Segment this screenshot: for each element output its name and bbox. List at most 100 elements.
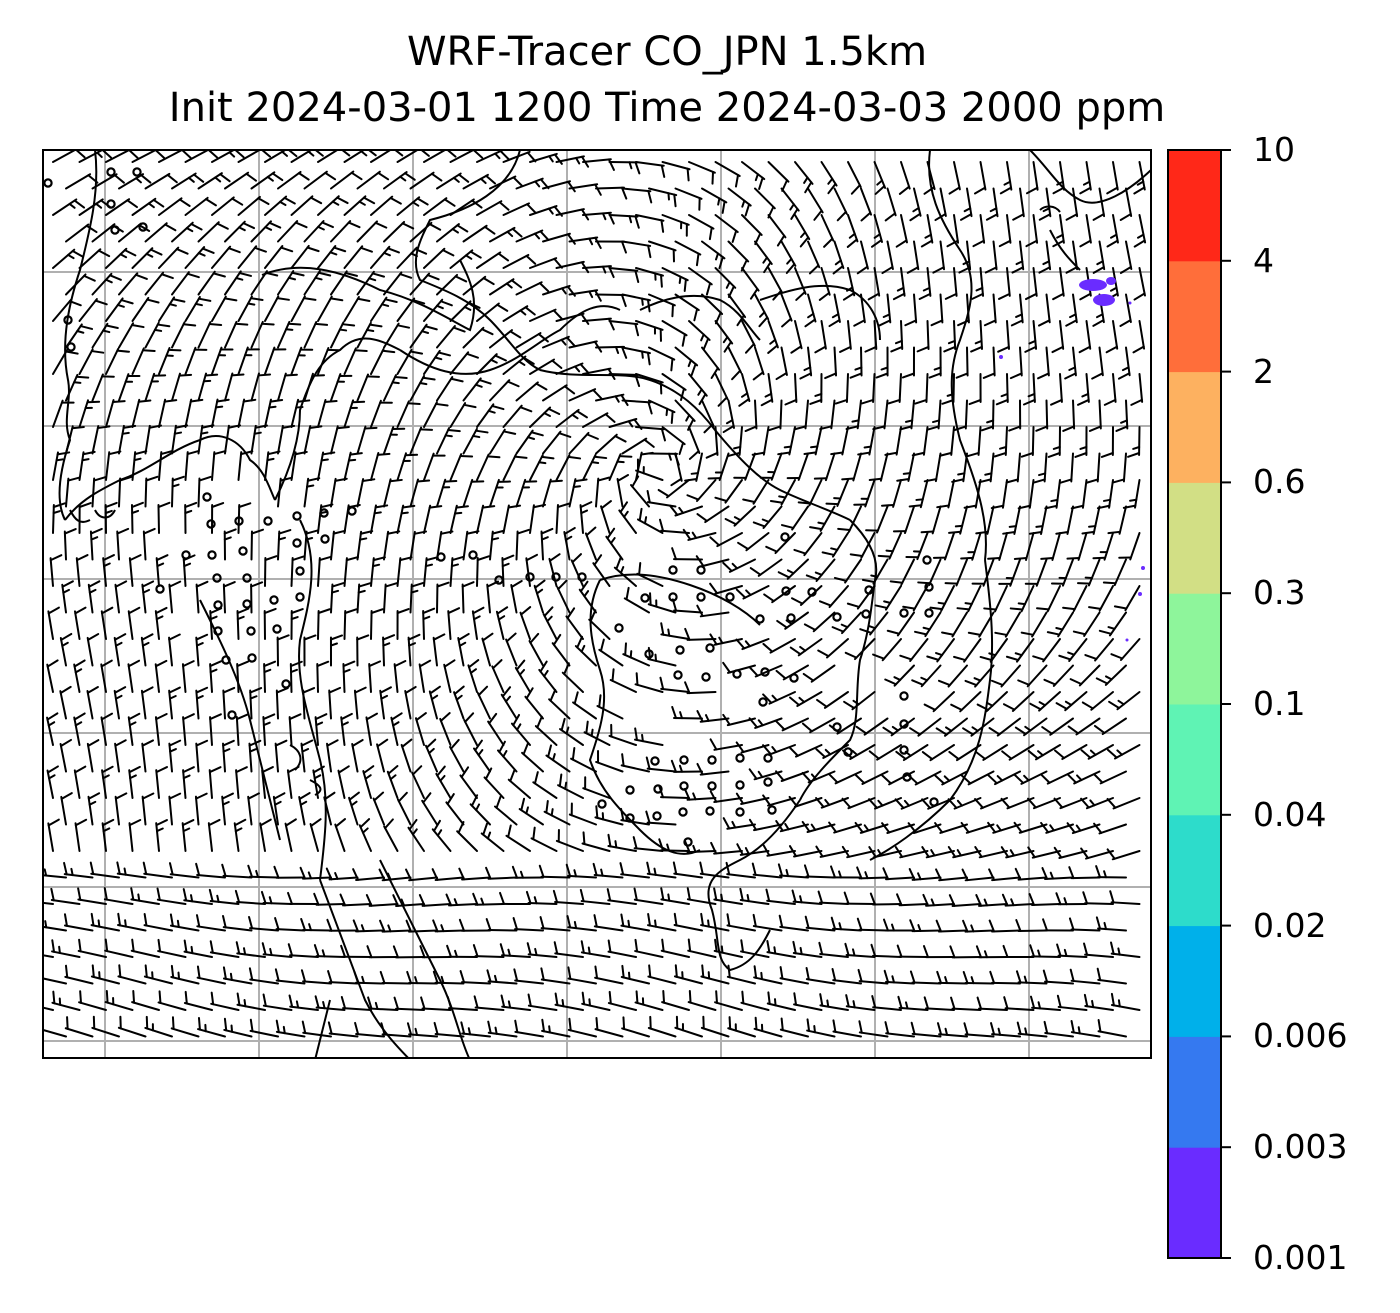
wind-barb: [64, 1016, 94, 1038]
wind-barb: [607, 990, 637, 1011]
wind-barb: [648, 240, 677, 263]
wind-barb: [221, 792, 234, 826]
wind-barb: [383, 374, 408, 402]
wind-barb: [1095, 916, 1127, 932]
wind-barb: [224, 372, 245, 402]
calm-wind-circle: [263, 516, 273, 526]
wind-barb: [409, 171, 443, 190]
chart-title-line1: WRF-Tracer CO_JPN 1.5km: [406, 29, 928, 75]
wind-barb: [648, 293, 676, 318]
wind-barb: [658, 518, 690, 534]
calm-wind-circle: [63, 315, 73, 325]
wind-barb: [948, 161, 961, 195]
wind-barb: [594, 965, 624, 985]
wind-barb: [63, 861, 94, 879]
wind-barb: [794, 267, 807, 301]
wind-barb: [660, 622, 690, 640]
wind-barb: [449, 198, 483, 216]
wind-barb: [794, 214, 811, 248]
wind-barb: [236, 992, 266, 1011]
calm-wind-circle: [525, 572, 535, 582]
calm-wind-circle: [644, 649, 654, 659]
wind-barb: [59, 685, 72, 720]
wind-barb: [277, 320, 302, 349]
calm-wind-circle: [138, 222, 148, 232]
wind-barb: [196, 965, 226, 985]
wind-barb: [633, 887, 664, 905]
wind-barb: [538, 864, 571, 879]
wind-barb: [90, 912, 120, 932]
wind-barb: [90, 964, 120, 985]
wind-barb: [476, 150, 510, 163]
wind-barb: [247, 792, 260, 826]
wind-barb: [727, 187, 752, 217]
wind-barb: [807, 187, 824, 221]
wind-barb: [487, 712, 505, 746]
wind-barb: [881, 479, 902, 508]
wind-barb: [171, 172, 205, 190]
wind-barb: [330, 321, 356, 349]
wind-barb: [632, 836, 664, 852]
wind-barb: [950, 691, 982, 713]
wind-barb: [1042, 918, 1074, 932]
wind-barb: [934, 770, 968, 786]
wind-barb: [616, 474, 630, 508]
wind-barb: [513, 968, 544, 985]
wind-barb: [859, 611, 889, 636]
wind-barb: [608, 267, 640, 283]
wind-barb: [507, 769, 531, 799]
wind-barb: [489, 226, 523, 243]
wind-barb: [105, 347, 130, 375]
wind-barb: [461, 581, 475, 614]
wind-barb: [841, 845, 876, 859]
wind-barb: [286, 765, 300, 799]
wind-barb: [130, 887, 160, 905]
wind-barb: [1002, 505, 1021, 535]
wind-barb: [462, 478, 485, 508]
calm-wind-circle: [281, 679, 291, 689]
wind-barb: [533, 579, 546, 614]
wind-barb: [1014, 867, 1048, 881]
wind-barb: [1058, 638, 1088, 662]
wind-barb: [105, 150, 139, 163]
wind-barb: [860, 373, 876, 405]
wind-barb: [659, 676, 690, 693]
wind-barb: [1024, 558, 1048, 587]
wind-barb: [65, 476, 81, 508]
wind-barb: [343, 556, 360, 587]
wind-barb: [1008, 399, 1022, 432]
wind-barb: [648, 187, 678, 208]
wind-barb: [317, 399, 338, 428]
wind-barb: [485, 918, 518, 932]
wind-barb: [802, 664, 836, 683]
wind-barb: [118, 475, 133, 508]
wind-barb: [222, 739, 235, 773]
wind-barb: [476, 453, 501, 481]
wind-barb: [780, 187, 800, 220]
wind-barb: [892, 505, 915, 535]
wind-barb: [502, 253, 537, 269]
wind-barb: [762, 691, 796, 705]
wind-barb: [926, 399, 942, 431]
wind-barb: [263, 660, 277, 693]
wind-barb: [923, 691, 955, 713]
calm-wind-circle: [922, 555, 932, 565]
wind-barb: [100, 712, 114, 746]
wind-barb: [409, 221, 442, 243]
wind-barb: [877, 532, 902, 560]
wind-barb: [439, 712, 452, 746]
wind-barb: [788, 744, 823, 758]
wind-barb: [476, 251, 510, 269]
wind-barb: [949, 945, 982, 959]
calm-wind-circle: [272, 624, 282, 634]
calm-wind-circle: [705, 806, 715, 816]
wind-barb: [515, 229, 550, 243]
wind-barb: [909, 970, 942, 985]
wind-barb: [91, 1015, 120, 1038]
wind-barb: [343, 347, 368, 375]
wind-barb: [222, 686, 236, 720]
wind-barb: [882, 918, 915, 932]
wind-barb: [1083, 942, 1114, 958]
wind-barb: [396, 504, 416, 534]
wind-barb: [806, 1018, 836, 1038]
